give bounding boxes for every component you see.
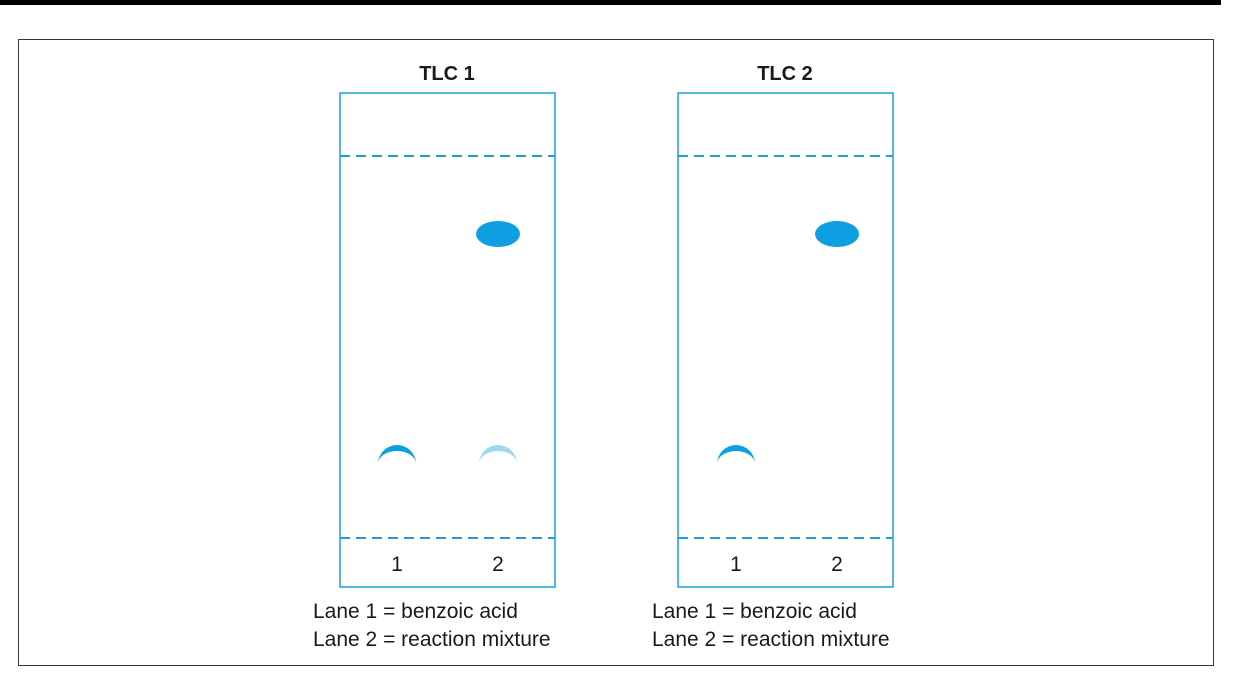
plate-outline — [677, 92, 894, 588]
legend-line-1: Lane 1 = benzoic acid — [313, 600, 518, 623]
lane-number-1: 1 — [391, 553, 403, 576]
legend-line-2: Lane 2 = reaction mixture — [313, 628, 551, 651]
spot-crescent-lane-1 — [717, 445, 755, 464]
plate-title: TLC 1 — [419, 63, 475, 85]
plate-title: TLC 2 — [757, 63, 813, 85]
plate-outline — [339, 92, 556, 588]
lane-number-1: 1 — [730, 553, 742, 576]
spot-crescent-lane-2 — [479, 445, 517, 464]
spot-upper-lane-2 — [476, 221, 520, 247]
tlc-plate-1: TLC 1 1 2 Lane 1 = benzoic acid Lane 2 =… — [313, 63, 556, 651]
legend-line-1: Lane 1 = benzoic acid — [652, 600, 857, 623]
figure-frame — [18, 39, 1214, 666]
tlc-plate-2: TLC 2 1 2 Lane 1 = benzoic acid Lane 2 =… — [652, 63, 894, 651]
spot-upper-lane-2 — [815, 221, 859, 247]
spot-crescent-lane-1 — [378, 445, 416, 464]
top-rule — [0, 0, 1221, 5]
legend-line-2: Lane 2 = reaction mixture — [652, 628, 890, 651]
lane-number-2: 2 — [492, 553, 504, 576]
lane-number-2: 2 — [831, 553, 843, 576]
